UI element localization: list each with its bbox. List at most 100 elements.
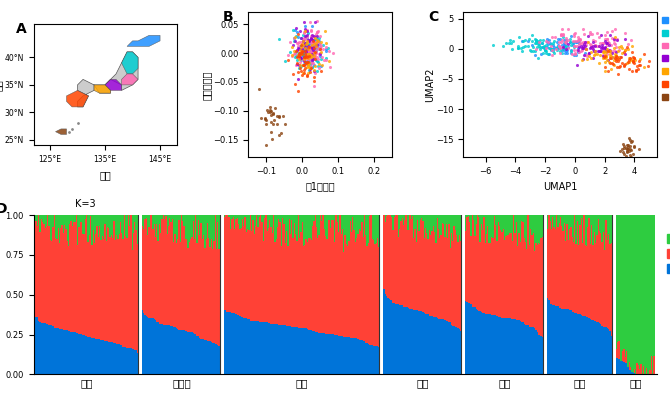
- Point: [294, 46, 305, 52]
- Bar: [117, 215, 119, 239]
- Bar: [291, 215, 293, 220]
- Bar: [271, 227, 272, 324]
- Bar: [653, 215, 655, 356]
- 関東: [577, 40, 588, 46]
- 関東: [597, 52, 608, 58]
- Bar: [516, 319, 517, 374]
- 関西: [598, 55, 609, 62]
- 関東: [598, 40, 608, 46]
- Point: [314, 35, 324, 41]
- Bar: [590, 215, 591, 244]
- Bar: [263, 215, 264, 241]
- Bar: [48, 215, 50, 225]
- Bar: [147, 215, 148, 235]
- Bar: [107, 227, 108, 341]
- 関東: [621, 45, 632, 52]
- Bar: [265, 322, 267, 374]
- Bar: [65, 215, 66, 229]
- Bar: [542, 215, 543, 237]
- Bar: [620, 215, 621, 361]
- 関西: [601, 46, 612, 52]
- 関西: [590, 48, 600, 55]
- Bar: [46, 215, 47, 225]
- Bar: [628, 370, 630, 374]
- Point: [308, 73, 319, 80]
- 関西: [624, 54, 634, 61]
- Point: [312, 45, 323, 51]
- 中部: [595, 31, 606, 38]
- Bar: [191, 215, 192, 237]
- Bar: [147, 317, 148, 374]
- 中部: [604, 47, 614, 53]
- Bar: [378, 347, 379, 374]
- Bar: [482, 215, 483, 230]
- Bar: [361, 340, 362, 374]
- 関東: [555, 38, 566, 45]
- Bar: [113, 343, 115, 374]
- Point: [294, 52, 305, 59]
- Bar: [610, 243, 612, 336]
- 東北: [537, 36, 548, 43]
- Bar: [224, 218, 225, 310]
- Bar: [646, 368, 647, 374]
- Bar: [94, 215, 95, 243]
- Bar: [326, 215, 328, 238]
- Bar: [519, 320, 520, 374]
- Bar: [279, 324, 281, 374]
- Point: [300, 52, 311, 59]
- Bar: [520, 215, 521, 242]
- Bar: [207, 341, 208, 374]
- Bar: [360, 231, 361, 340]
- Bar: [590, 244, 591, 319]
- Bar: [173, 242, 174, 327]
- 東北: [527, 47, 538, 54]
- Bar: [264, 218, 265, 322]
- Bar: [85, 215, 86, 219]
- 関西: [601, 53, 612, 59]
- Bar: [194, 239, 195, 334]
- Point: [313, 59, 324, 65]
- Bar: [235, 215, 237, 220]
- Point: [306, 63, 317, 70]
- Bar: [422, 215, 423, 221]
- Point: [298, 67, 309, 74]
- Bar: [387, 298, 389, 374]
- Point: [324, 57, 334, 64]
- Bar: [557, 215, 559, 227]
- Bar: [572, 215, 573, 237]
- 九州: [606, 60, 617, 67]
- Point: [298, 62, 309, 69]
- Bar: [231, 219, 232, 313]
- 九州: [612, 64, 622, 70]
- Point: [274, 114, 285, 121]
- Bar: [368, 243, 369, 344]
- Bar: [237, 218, 238, 315]
- Bar: [267, 215, 268, 231]
- Bar: [230, 312, 231, 374]
- Bar: [242, 215, 243, 219]
- Bar: [216, 344, 217, 374]
- Bar: [594, 321, 595, 374]
- Bar: [535, 215, 537, 243]
- Bar: [434, 233, 436, 317]
- Point: [288, 71, 299, 77]
- 関東: [557, 44, 567, 50]
- Bar: [580, 215, 581, 225]
- 関東: [602, 39, 613, 46]
- 東北: [545, 41, 556, 47]
- Bar: [563, 309, 565, 374]
- Bar: [600, 215, 602, 233]
- Bar: [277, 324, 278, 374]
- 関東: [606, 42, 617, 48]
- Point: [310, 37, 320, 43]
- Bar: [272, 215, 273, 233]
- Bar: [129, 215, 130, 225]
- Bar: [64, 215, 65, 225]
- 東北: [533, 38, 543, 45]
- Bar: [431, 215, 433, 231]
- Legend: 北海道, 東北, 関東, 中部, 関西, 九州, 沖縄: 北海道, 東北, 関東, 中部, 関西, 九州, 沖縄: [659, 12, 670, 104]
- Bar: [296, 240, 297, 327]
- Bar: [495, 315, 496, 374]
- Bar: [308, 329, 310, 374]
- Point: [307, 51, 318, 57]
